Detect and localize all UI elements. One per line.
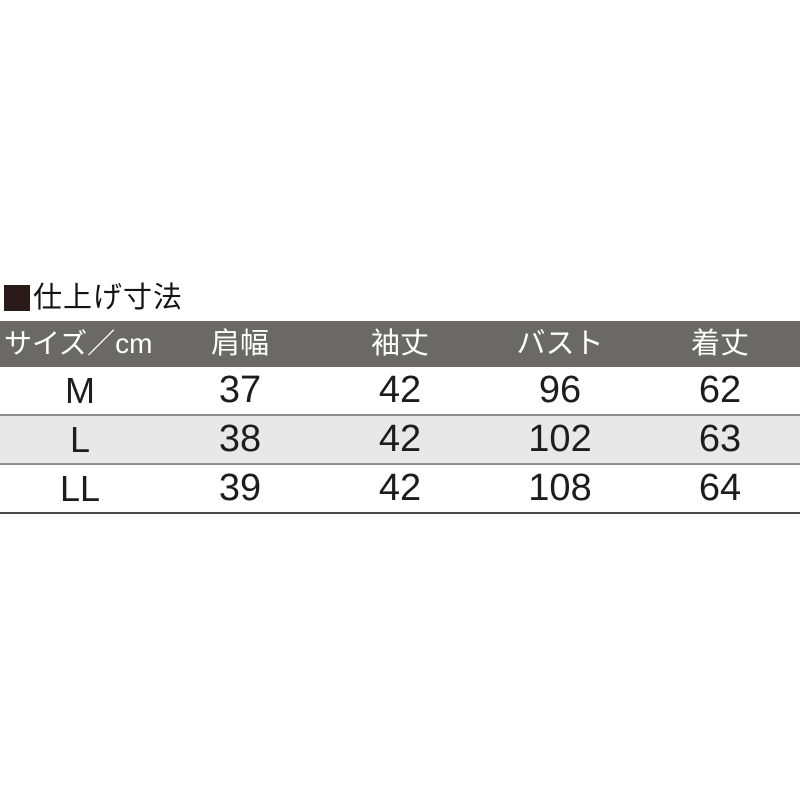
size-cell: L xyxy=(69,419,91,460)
table-row-l: L 38 42 102 63 xyxy=(0,416,800,465)
table-row-m: M 37 42 96 62 xyxy=(0,367,800,416)
value-cell-sleeve: 42 xyxy=(378,369,422,411)
value-cell-shoulder: 37 xyxy=(218,369,262,411)
value-cell-shoulder: 38 xyxy=(218,418,262,460)
size-cell: LL xyxy=(59,468,101,509)
value-cell-bust: 96 xyxy=(538,369,582,411)
header-cell-shoulder-width: 肩幅 xyxy=(210,328,269,360)
value-cell-sleeve: 42 xyxy=(378,418,422,460)
size-cell: M xyxy=(65,370,95,411)
filled-square-icon xyxy=(4,285,30,311)
value-cell-length: 63 xyxy=(698,418,742,460)
table-row-ll: LL 39 42 108 64 xyxy=(0,465,800,514)
size-table: サイズ／cm 肩幅 袖丈 バスト 着丈 M 37 42 96 62 L 38 4… xyxy=(0,321,800,514)
value-cell-sleeve: 42 xyxy=(378,467,422,509)
header-cell-body-length: 着丈 xyxy=(690,328,749,360)
value-cell-length: 62 xyxy=(698,369,742,411)
value-cell-bust: 108 xyxy=(528,467,592,509)
header-cell-sleeve-length: 袖丈 xyxy=(370,328,429,360)
header-cell-size-unit: サイズ／cm xyxy=(4,328,153,359)
section-title-text: 仕上げ寸法 xyxy=(33,282,184,314)
value-cell-shoulder: 39 xyxy=(218,467,262,509)
value-cell-length: 64 xyxy=(698,467,742,509)
header-cell-bust: バスト xyxy=(516,328,604,360)
section-title: 仕上げ寸法 xyxy=(4,283,183,313)
table-header-row: サイズ／cm 肩幅 袖丈 バスト 着丈 xyxy=(0,321,800,367)
value-cell-bust: 102 xyxy=(528,418,592,460)
